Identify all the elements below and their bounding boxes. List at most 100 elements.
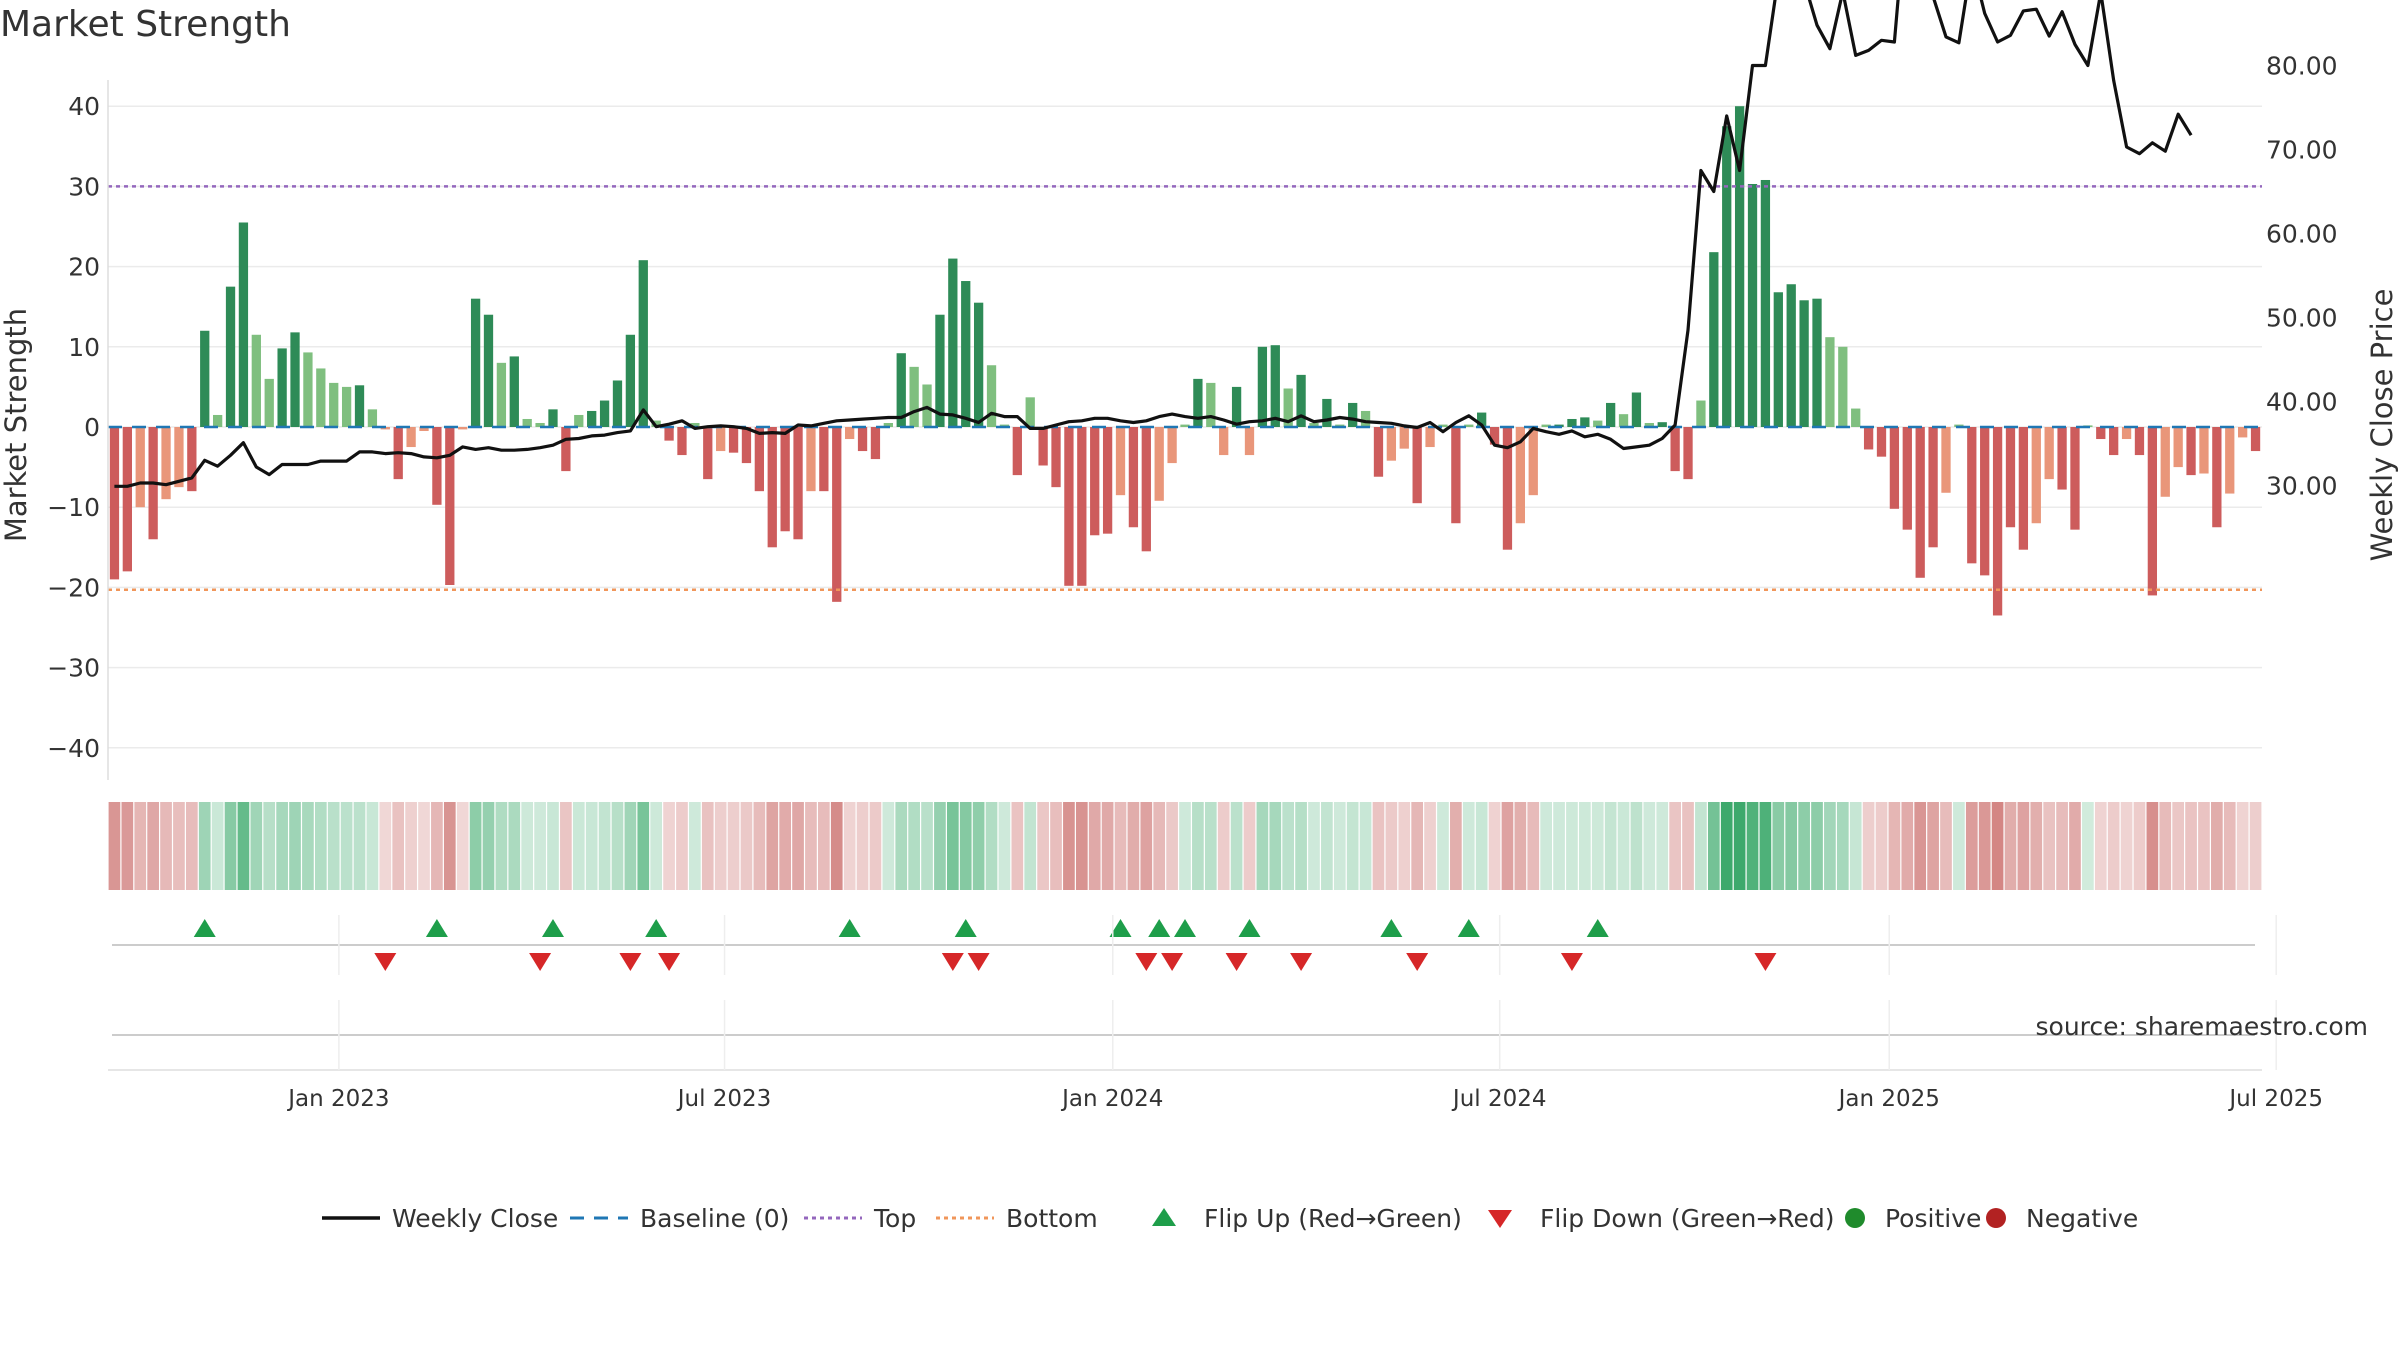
flip-up-marker xyxy=(1174,919,1196,937)
heat-cell xyxy=(1437,802,1449,890)
strength-bar xyxy=(161,427,171,500)
strength-bar xyxy=(1580,417,1590,427)
strength-bar xyxy=(1141,427,1151,552)
flip-down-marker xyxy=(1161,953,1184,971)
heat-cell xyxy=(869,802,882,890)
heat-cell xyxy=(1153,802,1166,890)
strength-bar xyxy=(857,427,868,452)
heat-cell xyxy=(547,802,559,890)
legend-item: Bottom xyxy=(936,1204,1098,1233)
heat-cell xyxy=(1308,802,1320,890)
strength-bar xyxy=(1193,378,1203,427)
legend-item: Top xyxy=(804,1204,916,1233)
strength-bar xyxy=(690,422,700,427)
heat-cell xyxy=(1217,802,1230,890)
heat-cell xyxy=(1372,802,1385,890)
strength-bar xyxy=(1231,386,1242,427)
heat-cell xyxy=(1127,802,1140,890)
heat-cell xyxy=(1824,802,1836,890)
strength-bar xyxy=(1451,427,1461,524)
strength-bar xyxy=(587,410,597,427)
strength-bar xyxy=(238,222,249,427)
legend-label: Top xyxy=(873,1204,916,1233)
strength-bar xyxy=(1154,427,1164,501)
flip-up-marker xyxy=(954,919,977,937)
left-tick-label: −40 xyxy=(47,734,100,763)
flip-down-marker xyxy=(1406,953,1429,971)
strength-bar xyxy=(109,427,120,580)
strength-bar xyxy=(1760,179,1771,427)
flip-up-marker xyxy=(1148,919,1171,937)
strength-bar xyxy=(922,384,932,427)
heat-cell xyxy=(2030,802,2043,890)
flip-down-marker xyxy=(1135,953,1158,971)
heat-cell xyxy=(224,802,237,890)
flip-down-marker xyxy=(619,953,642,971)
heat-cell xyxy=(1243,802,1256,890)
legend-item: Flip Down (Green→Red) xyxy=(1488,1204,1835,1233)
heat-cell xyxy=(2043,802,2056,890)
heat-cell xyxy=(998,802,1011,890)
heat-cell xyxy=(676,802,688,890)
heat-cell xyxy=(1566,802,1578,890)
left-tick-label: −20 xyxy=(47,573,100,602)
heat-cell xyxy=(1411,802,1424,890)
heat-cell xyxy=(1295,802,1307,890)
heat-cell xyxy=(2069,802,2081,890)
strength-bar xyxy=(1593,420,1603,427)
strength-bar xyxy=(535,422,545,427)
heat-cell xyxy=(1527,802,1540,890)
legend-swatch xyxy=(1845,1208,1865,1228)
strength-bar xyxy=(264,378,274,427)
heat-cell xyxy=(934,802,946,890)
strength-bar xyxy=(2109,427,2119,456)
strength-bar xyxy=(2199,427,2209,474)
heat-cell xyxy=(392,802,405,890)
legend-label: Baseline (0) xyxy=(640,1204,789,1233)
heat-cell xyxy=(1269,802,1282,890)
strength-bar xyxy=(1360,410,1371,427)
heat-cell xyxy=(1875,802,1888,890)
strength-bar xyxy=(496,362,507,427)
strength-bar xyxy=(1941,427,1951,493)
heat-cell xyxy=(1682,802,1694,890)
heat-cell xyxy=(624,802,637,890)
heat-cell xyxy=(1991,802,2004,890)
heat-cell xyxy=(379,802,392,890)
strength-bar xyxy=(767,427,777,548)
heat-cell xyxy=(1914,802,1927,890)
strength-bar xyxy=(2238,427,2248,438)
right-tick-label: 50.00 xyxy=(2266,304,2338,333)
strength-bar xyxy=(1348,402,1358,427)
strength-bar xyxy=(1928,427,1938,548)
strength-bar xyxy=(1773,292,1783,427)
strength-bar xyxy=(174,427,184,488)
heat-cell xyxy=(714,802,727,890)
heat-cell xyxy=(895,802,908,890)
strength-bar xyxy=(1992,427,2003,616)
heat-cell xyxy=(1011,802,1024,890)
x-axis: Jan 2023 Jul 2023 Jan 2024 Jul 2024 Jan 2025… xyxy=(108,915,2323,1112)
heat-cell xyxy=(2133,802,2146,890)
heat-cell xyxy=(1450,802,1462,890)
heat-cell xyxy=(598,802,611,890)
right-tick-label: 80.00 xyxy=(2266,52,2338,81)
strength-bar xyxy=(200,330,210,427)
heat-cell xyxy=(534,802,546,890)
legend: Weekly Close Baseline (0) Top Bottom Flip Up… xyxy=(322,1204,2138,1233)
strength-bar xyxy=(677,427,687,456)
heat-cell xyxy=(521,802,534,890)
x-tick-label: Jan 2025 xyxy=(1837,1086,1940,1112)
strength-bar xyxy=(1102,427,1113,534)
heat-cell xyxy=(1140,802,1153,890)
heat-cell xyxy=(1720,802,1733,890)
heat-cell xyxy=(830,802,843,890)
heat-cell xyxy=(418,802,430,890)
heat-cell xyxy=(289,802,301,890)
strength-bar xyxy=(470,298,481,427)
heat-cell xyxy=(1798,802,1810,890)
heat-cell xyxy=(1333,802,1346,890)
heat-cell xyxy=(856,802,869,890)
heat-cell xyxy=(1063,802,1075,890)
